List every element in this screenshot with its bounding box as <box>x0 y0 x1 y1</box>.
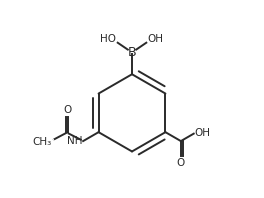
Text: CH₃: CH₃ <box>32 137 51 147</box>
Text: NH: NH <box>67 136 82 146</box>
Text: O: O <box>177 158 185 168</box>
Text: HO: HO <box>100 34 116 44</box>
Text: B: B <box>128 46 136 59</box>
Text: OH: OH <box>195 128 211 138</box>
Text: OH: OH <box>148 34 164 44</box>
Text: O: O <box>64 105 72 115</box>
Text: O: O <box>46 138 55 148</box>
